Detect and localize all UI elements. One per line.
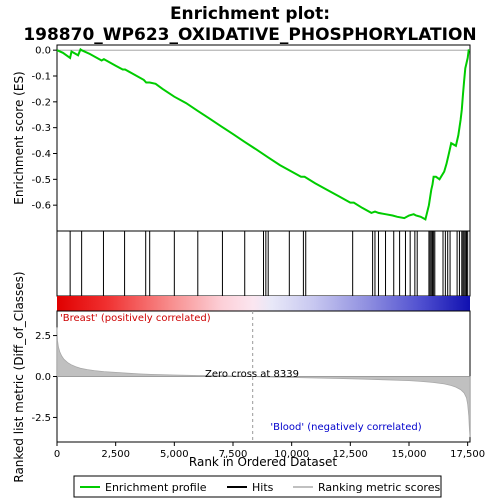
metric-y-tick-label: -2.5 [31, 413, 51, 424]
metric-y-axis: 2.5 0.0 -2.5 [31, 331, 57, 424]
positive-class-label: 'Breast' (positively correlated) [60, 313, 211, 324]
rank-color-bar [57, 296, 470, 311]
metric-y-tick-label: 0.0 [35, 372, 51, 383]
legend-hits-label: Hits [252, 481, 274, 494]
es-y-tick-label: -0.3 [31, 123, 51, 134]
x-tick-label: 0 [54, 449, 60, 460]
x-axis-label: Rank in Ordered Dataset [189, 455, 337, 469]
zero-cross-label: Zero cross at 8339 [205, 369, 299, 380]
es-y-tick-label: -0.4 [31, 149, 51, 160]
hits-markers [69, 231, 469, 296]
x-tick-label: 2,500 [101, 449, 130, 460]
enrichment-profile-line [56, 47, 470, 221]
x-tick-label: 7,500 [219, 449, 248, 460]
chart-title-line1: Enrichment plot: [170, 4, 330, 24]
legend-box [73, 475, 442, 498]
x-tick-label: 15,000 [391, 449, 426, 460]
rank-gradient [57, 296, 470, 311]
es-y-tick-label: -0.6 [31, 201, 51, 212]
x-tick-label: 5,000 [160, 449, 189, 460]
legend-profile-label: Enrichment profile [105, 481, 207, 494]
es-y-axis: 0.0 -0.1 -0.2 -0.3 -0.4 -0.5 -0.6 [31, 46, 57, 212]
metric-y-axis-label: Ranked list metric (Diff_of_Classes) [12, 271, 26, 482]
x-tick-label: 10,000 [274, 449, 309, 460]
hits-panel [56, 230, 471, 297]
es-y-tick-label: 0.0 [35, 46, 51, 57]
x-axis: 0 2,500 5,000 7,500 10,000 12,500 15,000 17,500 [54, 442, 485, 460]
x-tick-label: 17,500 [450, 449, 485, 460]
legend-metric-label: Ranking metric scores [318, 481, 440, 494]
x-tick-label: 12,500 [333, 449, 368, 460]
es-panel-frame [56, 44, 471, 232]
legend: Enrichment profile Hits Ranking metric s… [73, 475, 442, 498]
es-panel: 0.0 -0.1 -0.2 -0.3 -0.4 -0.5 -0.6 [31, 44, 471, 232]
metric-y-tick-label: 2.5 [35, 331, 51, 342]
metric-panel: 2.5 0.0 -2.5 0 2,500 5,000 7,500 10,000 12,500 1… [31, 310, 485, 460]
es-y-tick-label: -0.5 [31, 175, 51, 186]
chart-title-line2: 198870_WP623_OXIDATIVE_PHOSPHORYLATION [23, 25, 476, 45]
negative-class-label: 'Blood' (negatively correlated) [270, 422, 421, 433]
es-y-tick-label: -0.1 [31, 72, 51, 83]
es-y-axis-label: Enrichment score (ES) [12, 71, 26, 204]
es-y-tick-label: -0.2 [31, 97, 51, 108]
